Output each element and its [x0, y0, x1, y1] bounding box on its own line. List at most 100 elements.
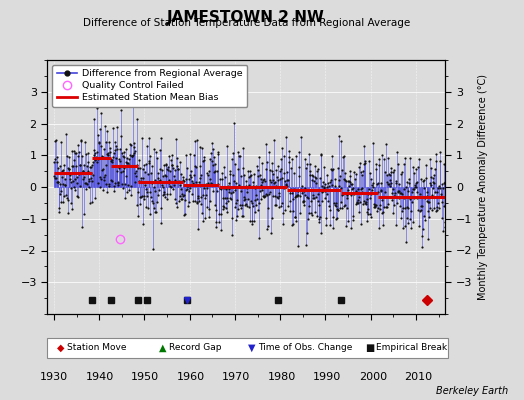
Point — [205, 206, 213, 212]
Point — [136, 194, 145, 200]
Point — [439, 185, 447, 192]
Point — [383, 204, 391, 210]
Point — [189, 182, 198, 188]
Point — [351, 176, 359, 182]
Point — [292, 218, 301, 224]
Point — [294, 192, 302, 198]
Point — [328, 182, 336, 188]
Point — [355, 194, 364, 200]
Point — [93, 156, 102, 162]
Point — [332, 216, 341, 222]
Point — [404, 220, 412, 226]
Point — [64, 166, 73, 172]
Point — [191, 138, 199, 144]
Point — [274, 177, 282, 183]
Point — [257, 196, 265, 203]
Point — [60, 182, 69, 188]
Point — [317, 152, 325, 158]
Point — [403, 188, 412, 195]
Point — [386, 183, 394, 189]
Point — [172, 204, 181, 210]
Point — [102, 162, 110, 168]
Point — [357, 185, 366, 191]
Point — [178, 174, 187, 180]
Point — [199, 218, 208, 224]
Point — [280, 185, 289, 191]
Point — [222, 205, 231, 212]
Text: 1980: 1980 — [268, 372, 296, 382]
Point — [374, 180, 382, 187]
Point — [410, 186, 419, 193]
Point — [252, 202, 260, 208]
Point — [185, 172, 194, 178]
Point — [436, 192, 445, 199]
Point — [165, 180, 173, 186]
Point — [88, 178, 96, 184]
Point — [116, 133, 125, 140]
Point — [80, 174, 89, 180]
Point — [395, 195, 403, 202]
Point — [371, 203, 379, 210]
Point — [438, 214, 446, 221]
Point — [291, 194, 300, 200]
Point — [114, 179, 122, 185]
Text: 1930: 1930 — [40, 372, 68, 382]
Point — [242, 178, 250, 185]
Point — [221, 195, 230, 201]
Point — [432, 189, 441, 196]
Point — [50, 159, 58, 166]
Point — [228, 150, 237, 156]
Point — [159, 183, 168, 190]
Point — [245, 204, 253, 210]
Point — [360, 143, 368, 149]
Point — [72, 149, 80, 156]
Point — [278, 175, 286, 182]
Point — [278, 145, 286, 152]
Point — [405, 180, 413, 186]
Point — [382, 204, 390, 211]
Text: 1960: 1960 — [177, 372, 205, 382]
Point — [330, 186, 339, 193]
Point — [193, 194, 202, 201]
Point — [151, 176, 160, 183]
Point — [398, 190, 406, 197]
Point — [146, 189, 154, 196]
Point — [188, 178, 196, 184]
Point — [195, 175, 204, 182]
Point — [407, 194, 416, 201]
Point — [108, 178, 117, 184]
Point — [381, 141, 390, 148]
Point — [306, 172, 314, 178]
Point — [98, 153, 106, 160]
Point — [170, 182, 179, 188]
Point — [162, 173, 170, 179]
Point — [283, 203, 292, 210]
Text: 1990: 1990 — [313, 372, 342, 382]
Point — [84, 184, 93, 190]
Point — [140, 162, 148, 168]
Point — [151, 188, 159, 194]
Point — [388, 168, 397, 175]
Point — [225, 188, 234, 195]
Point — [245, 168, 254, 175]
Point — [350, 168, 358, 175]
Point — [230, 177, 238, 184]
Point — [161, 193, 169, 200]
Point — [215, 185, 224, 191]
Point — [205, 214, 213, 220]
Point — [359, 161, 368, 168]
Point — [70, 148, 79, 155]
Point — [311, 175, 320, 181]
Point — [220, 185, 228, 192]
Text: Berkeley Earth: Berkeley Earth — [436, 386, 508, 396]
Point — [357, 221, 366, 227]
Point — [68, 148, 76, 154]
Point — [420, 184, 428, 191]
Point — [342, 205, 351, 212]
Point — [121, 194, 129, 201]
Point — [224, 198, 232, 205]
Point — [367, 176, 375, 183]
Point — [65, 154, 73, 161]
Point — [331, 202, 339, 208]
Point — [259, 177, 267, 183]
